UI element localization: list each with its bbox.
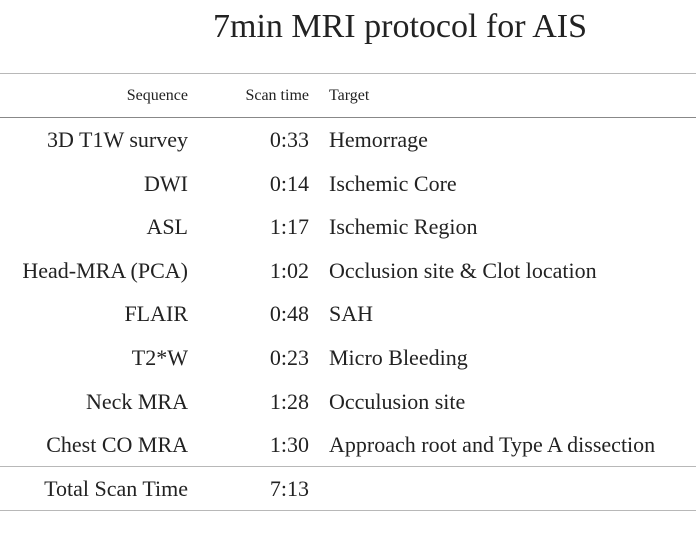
header-row: Sequence Scan time Target	[0, 74, 696, 117]
header-scan-time: Scan time	[245, 87, 309, 104]
bottom-rule	[0, 510, 696, 511]
cell-scan-time: 1:30	[269, 432, 309, 458]
cell-scan-time: 1:28	[269, 388, 309, 414]
cell-scan-time: 0:23	[269, 345, 309, 370]
cell-sequence: DWI	[144, 170, 188, 196]
cell-target: Ischemic Region	[329, 214, 478, 240]
total-rule	[0, 466, 696, 467]
cell-scan-time: 0:48	[269, 301, 309, 327]
header-rule	[0, 117, 696, 118]
cell-target: Approach root and Type A dissection	[329, 432, 656, 458]
total-label: Total Scan Time	[44, 476, 188, 501]
cell-sequence: Head-MRA (PCA)	[22, 257, 188, 283]
cell-target: Occlusion site & Clot location	[329, 257, 597, 283]
cell-sequence: T2*W	[131, 345, 188, 370]
cell-scan-time: 1:17	[269, 214, 309, 240]
header-sequence: Sequence	[126, 87, 188, 104]
cell-sequence: Neck MRA	[85, 388, 188, 414]
cell-target: Micro Bleeding	[329, 345, 468, 370]
cell-sequence: Chest CO MRA	[46, 432, 188, 458]
table-row: 3D T1W survey 0:33 Hemorrage	[0, 118, 696, 161]
total-time: 7:13	[269, 476, 309, 501]
cell-target: Occulusion site	[329, 388, 466, 414]
cell-sequence: 3D T1W survey	[47, 127, 188, 152]
cell-target: Ischemic Core	[329, 170, 457, 196]
cell-target: Hemorrage	[329, 127, 428, 152]
cell-sequence: FLAIR	[124, 301, 188, 327]
top-rule	[0, 73, 696, 74]
cell-scan-time: 1:02	[269, 257, 309, 283]
table-row: ASL 1:17 Ischemic Region	[0, 205, 696, 248]
cell-target: SAH	[329, 301, 374, 327]
table-row: Neck MRA 1:28 Occulusion site	[0, 380, 696, 423]
table-row: FLAIR 0:48 SAH	[0, 292, 696, 335]
table-row: Head-MRA (PCA) 1:02 Occlusion site & Clot …	[0, 249, 696, 292]
cell-scan-time: 0:14	[269, 170, 309, 196]
cell-scan-time: 0:33	[269, 127, 309, 152]
table-row: T2*W 0:23 Micro Bleeding	[0, 336, 696, 379]
total-row: Total Scan Time 7:13	[0, 467, 696, 510]
table-title: 7min MRI protocol for AIS	[213, 8, 587, 45]
header-target: Target	[329, 87, 370, 104]
cell-sequence: ASL	[146, 214, 188, 240]
table-row: Chest CO MRA 1:30 Approach root and Type A…	[0, 423, 696, 466]
table-row: DWI 0:14 Ischemic Core	[0, 162, 696, 205]
